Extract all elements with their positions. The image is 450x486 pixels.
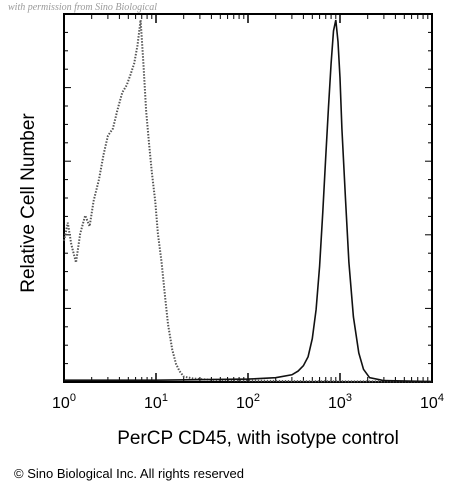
x-tick-label: 104 — [420, 392, 444, 412]
x-tick-labels: 100 101 102 103 104 — [52, 392, 444, 412]
series-layer — [63, 19, 433, 383]
cd45-histogram — [64, 19, 433, 383]
watermark-text: with permission from Sino Biological — [8, 2, 158, 13]
plot-frame — [63, 13, 433, 383]
y-axis-label: Relative Cell Number — [18, 113, 39, 293]
x-tick-label: 103 — [328, 392, 352, 412]
minor-ticks — [64, 14, 432, 382]
isotype-control-histogram — [63, 19, 433, 383]
x-axis-label: PerCP CD45, with isotype control — [117, 428, 399, 449]
x-tick-label: 101 — [144, 392, 168, 412]
copyright-text: © Sino Biological Inc. All rights reserv… — [14, 466, 244, 481]
major-ticks — [63, 14, 433, 382]
x-tick-label: 100 — [52, 392, 76, 412]
x-tick-label: 102 — [236, 392, 260, 412]
